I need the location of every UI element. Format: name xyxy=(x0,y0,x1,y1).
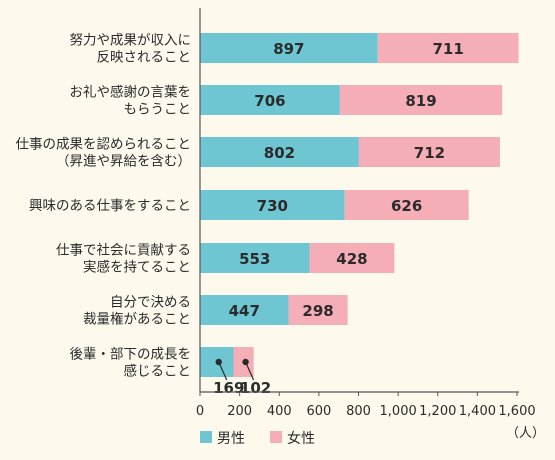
x-tick-label: 400 xyxy=(267,404,292,419)
legend-label-female: 女性 xyxy=(287,430,315,447)
bar-female xyxy=(344,190,469,220)
value-label-female: 626 xyxy=(391,197,422,215)
legend-swatch-male xyxy=(200,431,212,443)
bar-female xyxy=(309,243,395,273)
x-tick-label: 1,200 xyxy=(419,404,456,419)
x-tick-label: 1,600 xyxy=(498,404,535,419)
category-label: お礼や感謝の言葉をもらうこと xyxy=(70,84,192,118)
bar-male xyxy=(200,243,310,273)
value-label-male: 730 xyxy=(257,197,288,215)
callout-line xyxy=(245,361,255,381)
value-label-female: 102 xyxy=(240,379,271,397)
bar-female xyxy=(288,295,348,325)
bar-female xyxy=(358,137,500,167)
bar-male xyxy=(200,295,289,325)
value-label-male: 802 xyxy=(264,144,295,162)
x-axis-ticks: 0 200 400 600 800 1,000 1,200 1,400 1,600 xyxy=(196,392,536,419)
bar-male xyxy=(200,33,378,63)
bar-female xyxy=(339,85,503,115)
value-label-female: 819 xyxy=(405,92,436,110)
x-tick-label: 200 xyxy=(227,404,252,419)
category-label: 仕事で社会に貢献する実感を持てること xyxy=(56,243,191,276)
value-label-female: 428 xyxy=(336,250,367,268)
value-label-male: 553 xyxy=(239,250,270,268)
x-axis-unit: （人） xyxy=(506,426,545,441)
bar-male xyxy=(200,137,359,167)
bars-layer: 努力や成果が収入に反映されること 897 711 お礼や感謝の言葉をもらうこと 706 8… xyxy=(16,33,519,397)
bar-female xyxy=(377,33,519,63)
value-label-male: 706 xyxy=(254,92,285,110)
category-label: 自分で決める裁量権があること xyxy=(83,295,191,328)
legend-label-male: 男性 xyxy=(217,431,245,447)
x-tick-label: 1,400 xyxy=(459,404,496,419)
category-label: 努力や成果が収入に反映されること xyxy=(70,33,192,66)
value-label-male: 897 xyxy=(273,40,304,58)
x-tick-label: 800 xyxy=(346,404,371,419)
legend: 男性 女性 xyxy=(200,430,315,447)
bar-male xyxy=(200,85,340,115)
category-label: 興味のある仕事をすること xyxy=(29,198,191,214)
value-label-female: 298 xyxy=(302,302,333,320)
x-tick-label: 0 xyxy=(196,404,204,419)
value-label-female: 711 xyxy=(432,40,463,58)
value-label-female: 712 xyxy=(414,144,445,162)
category-label: 後輩・部下の成長を感じること xyxy=(70,347,192,380)
bar-male xyxy=(200,190,345,220)
x-tick-label: 600 xyxy=(306,404,331,419)
value-label-male: 447 xyxy=(229,302,260,320)
category-label: 仕事の成果を認められること（昇進や昇給を含む） xyxy=(16,137,192,170)
x-tick-label: 1,000 xyxy=(380,404,417,419)
legend-swatch-female xyxy=(270,431,282,443)
callout-line xyxy=(218,361,228,381)
